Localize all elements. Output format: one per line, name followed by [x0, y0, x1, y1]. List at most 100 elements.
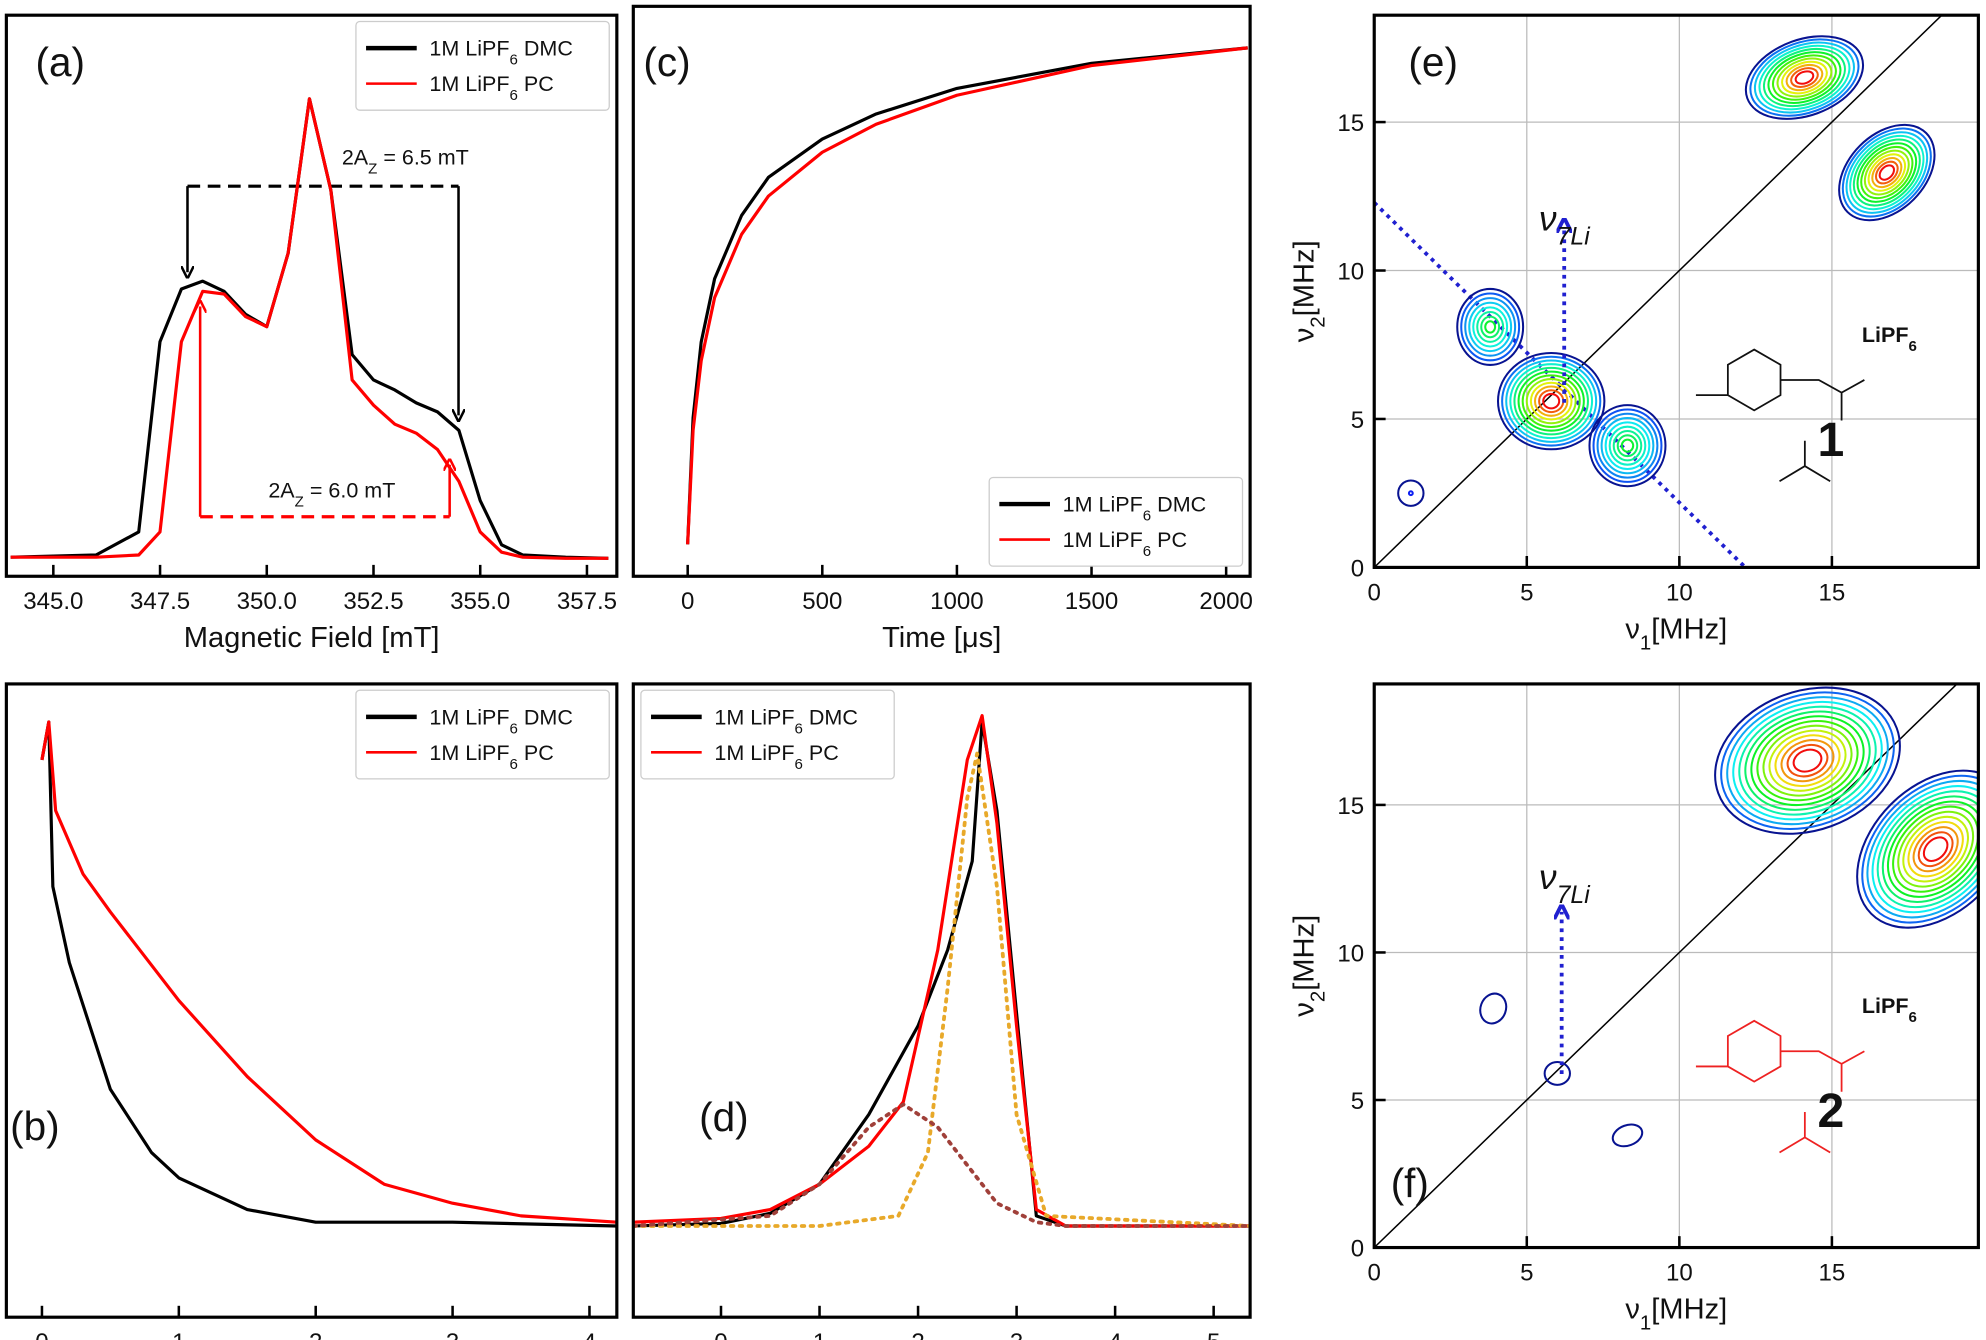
- contour-peak: [1479, 992, 1508, 1025]
- x-axis-label: ν1[MHz]: [1625, 1293, 1727, 1334]
- x-tick-label: 1: [172, 1329, 185, 1340]
- legend-label: 1M LiPF6 PC: [714, 741, 838, 772]
- x-tick-label: 1000: [930, 588, 983, 615]
- legend-label: 1M LiPF6 DMC: [429, 37, 573, 69]
- series-line: [40, 720, 617, 1228]
- x-tick-label: 357.5: [557, 588, 617, 615]
- contour-line: [1756, 720, 1859, 802]
- salt-label: LiPF6: [1862, 323, 1917, 354]
- contour-line: [1871, 785, 1979, 914]
- contour-line: [1484, 320, 1497, 334]
- x-tick-label: 15: [1819, 1259, 1846, 1286]
- contour-line: [1845, 131, 1929, 214]
- contour-line: [1521, 374, 1581, 428]
- x-tick-label: 352.5: [343, 588, 403, 615]
- x-tick-label: 0: [35, 1329, 48, 1340]
- salt-label: LiPF6: [1862, 994, 1917, 1026]
- x-tick-label: 2: [309, 1329, 322, 1340]
- x-tick-label: 0: [1368, 579, 1381, 606]
- plot-area: [1374, 683, 1979, 1248]
- plot-area: [686, 46, 1248, 545]
- contour-line: [1608, 425, 1647, 466]
- x-tick-label: 3: [1010, 1329, 1023, 1340]
- contour-line: [1863, 149, 1910, 196]
- series-line: [633, 751, 1251, 1228]
- panel-label: (c): [643, 39, 690, 85]
- frame: [631, 4, 1252, 578]
- contour-line: [1876, 790, 1979, 909]
- diagonal: [1374, 683, 1958, 1248]
- annotation: ν7Li: [1539, 857, 1591, 909]
- series-line: [10, 97, 609, 560]
- contour-line: [1464, 297, 1517, 357]
- legend-box: [988, 476, 1244, 567]
- x-tick-label: 2: [911, 1329, 924, 1340]
- contour-line: [1525, 378, 1577, 425]
- contour-line: [1460, 292, 1521, 362]
- contour-line: [1786, 743, 1829, 778]
- x-tick-label: 1: [813, 1329, 826, 1340]
- legend-box: [640, 689, 895, 780]
- contour-line: [1768, 729, 1847, 792]
- contour-line: [1790, 67, 1819, 88]
- contour-line: [1917, 831, 1954, 868]
- structure: [1695, 1019, 1865, 1154]
- compound-number: 1: [1818, 413, 1845, 467]
- x-tick-label: 350.0: [237, 588, 297, 615]
- contour-line: [1588, 404, 1667, 488]
- contour-line: [1744, 35, 1865, 120]
- y-tick-label: 0: [1351, 555, 1364, 582]
- contour-line: [1472, 306, 1509, 348]
- contour-line: [1509, 363, 1594, 440]
- legend-box: [355, 20, 610, 111]
- contour-line: [1480, 315, 1501, 339]
- x-axis-label: Magnetic Field [mT]: [184, 622, 440, 654]
- contour-line: [1922, 836, 1949, 862]
- legend-box: [355, 689, 610, 780]
- plot-area: [633, 714, 1251, 1228]
- x-tick-label: 0: [714, 1329, 727, 1340]
- contour-line: [1753, 41, 1855, 114]
- contour-line: [1529, 381, 1573, 421]
- x-tick-label: 500: [802, 588, 842, 615]
- annotation: 2AZ = 6.0 mT: [268, 479, 395, 511]
- contour-line: [1542, 392, 1561, 410]
- contour-line: [1592, 408, 1663, 483]
- y-tick-label: 0: [1351, 1235, 1364, 1262]
- legend-label: 1M LiPF6 PC: [429, 72, 553, 104]
- contour-line: [1856, 142, 1918, 203]
- contour-line: [1616, 434, 1639, 458]
- contour-line: [1774, 734, 1841, 787]
- contour-peak: [1588, 404, 1667, 488]
- contour-line: [1902, 815, 1969, 883]
- contour-line: [1612, 429, 1643, 462]
- legend-label: 1M LiPF6 PC: [1063, 528, 1187, 560]
- contour-line: [1600, 417, 1655, 475]
- series-line: [40, 720, 617, 1224]
- annotation: 2AZ = 6.5 mT: [342, 146, 469, 178]
- legend-label: 1M LiPF6 DMC: [714, 705, 857, 737]
- frame: [1372, 682, 1980, 1250]
- contour-line: [1785, 63, 1824, 92]
- contour-line: [1758, 44, 1851, 111]
- x-tick-label: 0: [681, 588, 694, 615]
- contour-line: [1611, 1123, 1644, 1148]
- contour-line: [1714, 686, 1901, 835]
- y-axis-label: ν2[MHz]: [1288, 240, 1329, 342]
- y-axis-label: ν2[MHz]: [1288, 915, 1329, 1017]
- contour-line: [1871, 157, 1903, 189]
- contour-line: [1860, 145, 1914, 200]
- contour-line: [1866, 779, 1979, 919]
- frame: [4, 13, 619, 578]
- x-tick-label: 15: [1819, 579, 1846, 606]
- contour-line: [1762, 47, 1846, 108]
- contour-line: [1517, 370, 1585, 432]
- contour-peak: [1496, 352, 1606, 451]
- contour-peak: [1397, 479, 1425, 507]
- legend-label: 1M LiPF6 DMC: [1063, 493, 1207, 525]
- contour-line: [1776, 57, 1833, 98]
- frame: [4, 682, 619, 1319]
- contour-line: [1750, 715, 1865, 807]
- contour-line: [1874, 160, 1899, 185]
